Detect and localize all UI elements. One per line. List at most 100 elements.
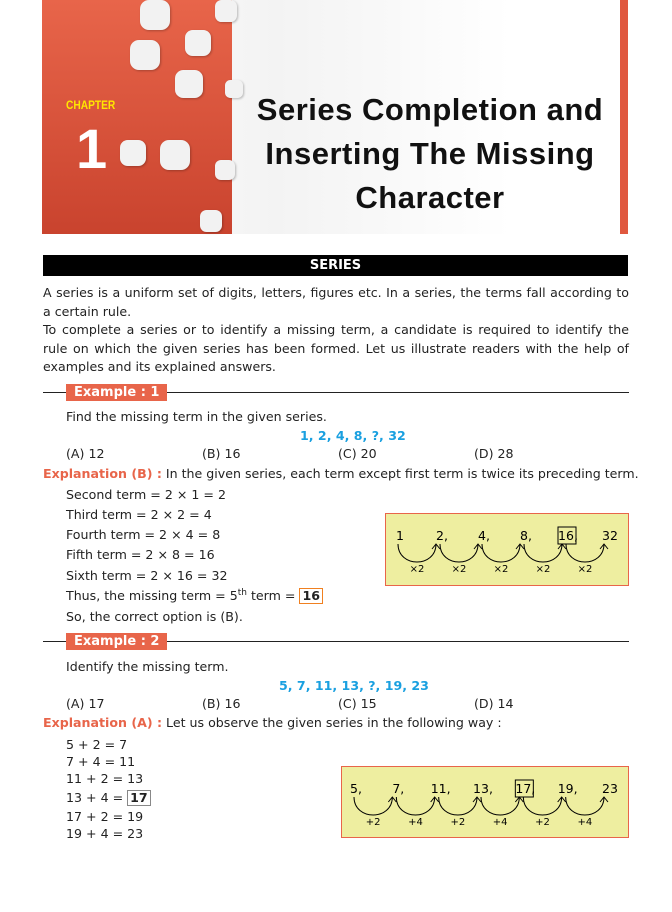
option-a: (A) 17 (66, 696, 105, 711)
option-d: (D) 28 (474, 446, 514, 461)
operation-label: +2 (366, 817, 381, 828)
arc-arrow (353, 796, 393, 816)
operation-label: ×2 (578, 564, 593, 575)
puzzle-piece (140, 0, 170, 30)
arc-arrow (565, 796, 605, 816)
title-line: Character (355, 180, 505, 215)
arrowhead-icon (473, 543, 483, 550)
explanation-text: In the given series, each term except fi… (161, 466, 639, 481)
paragraph: To complete a series or to identify a mi… (43, 322, 629, 374)
arrowhead-icon (599, 543, 609, 550)
arc-arrow (481, 543, 521, 563)
text: 13 + 4 = (66, 790, 128, 805)
series-term: 2, (436, 528, 448, 543)
option-d: (D) 14 (474, 696, 514, 711)
series-text: 1, 2, 4, 8, ?, 32 (300, 428, 406, 443)
option-b: (B) 16 (202, 696, 241, 711)
example-label: Example : 1 (66, 384, 168, 401)
explanation-label: Explanation (B) : (43, 466, 162, 481)
banner-red-stripe (620, 0, 628, 234)
step: 7 + 4 = 11 (66, 754, 136, 769)
text: Thus, the missing term = 5 (66, 588, 238, 604)
step: 17 + 2 = 19 (66, 809, 144, 824)
step: Fourth term = 2 × 4 = 8 (66, 527, 221, 542)
series-term: 7, (392, 781, 404, 796)
series-term: 32 (602, 528, 618, 543)
puzzle-piece (175, 70, 203, 98)
arrowhead-icon (430, 796, 440, 803)
series-term: 8, (520, 528, 532, 543)
operation-label: ×2 (494, 564, 509, 575)
chapter-number: 1 (76, 117, 108, 180)
explanation: Explanation (A) : Let us observe the giv… (43, 715, 502, 730)
step: 11 + 2 = 13 (66, 771, 144, 786)
series-term: 4, (478, 528, 490, 543)
operation-label: ×2 (536, 564, 551, 575)
series-term: 23 (602, 781, 618, 796)
superscript: th (237, 588, 247, 598)
puzzle-piece (185, 30, 211, 56)
example-2-header: Example : 2 (43, 633, 629, 650)
series-term: 11, (431, 781, 451, 796)
example-label: Example : 2 (66, 633, 168, 650)
puzzle-piece (225, 80, 243, 98)
arrowhead-icon (387, 796, 397, 803)
arc-arrow (480, 796, 520, 816)
answer-box: 16 (299, 588, 323, 605)
operation-label: ×2 (410, 564, 425, 575)
puzzle-piece (200, 210, 222, 232)
series-term: 13, (473, 781, 493, 796)
arc-arrow (565, 543, 605, 563)
text: term = (246, 588, 300, 604)
question: Find the missing term in the given serie… (66, 409, 327, 424)
puzzle-piece (130, 40, 160, 70)
operation-label: +4 (577, 817, 592, 828)
option-c: (C) 20 (338, 446, 377, 461)
puzzle-piece (215, 160, 235, 180)
step: Fifth term = 2 × 8 = 16 (66, 547, 215, 562)
step: 5 + 2 = 7 (66, 737, 128, 752)
divider (43, 641, 629, 642)
chapter-label: CHAPTER (66, 98, 116, 112)
puzzle-piece (120, 140, 146, 166)
series-diagram-1: 1 2, 4, 8, 16, 32 ×2 ×2 ×2 ×2 ×2 (385, 513, 629, 586)
arrowhead-icon (472, 796, 482, 803)
step: Second term = 2 × 1 = 2 (66, 487, 226, 502)
arrowhead-icon (515, 543, 525, 550)
explanation-text: Let us observe the given series in the f… (162, 715, 502, 730)
series-arc-diagram: 5, 7, 11, 13, 17, 19, 23 +2 +4 +2 +4 +2 +4 (350, 779, 618, 828)
title-line: Inserting The Missing (265, 136, 595, 171)
arc-arrow (439, 543, 479, 563)
arrowhead-icon (514, 796, 524, 803)
explanation-label: Explanation (A) : (43, 715, 163, 730)
title-line: Series Completion and (256, 92, 604, 127)
puzzle-piece (160, 140, 190, 170)
step: Third term = 2 × 2 = 4 (66, 507, 212, 522)
missing-term-box (514, 779, 534, 798)
option-c: (C) 15 (338, 696, 377, 711)
series-term: 16, (558, 528, 578, 543)
divider (43, 392, 629, 393)
paragraph: A series is a uniform set of digits, let… (43, 285, 629, 319)
operation-label: ×2 (452, 564, 467, 575)
explanation: Explanation (B) : In the given series, e… (43, 466, 639, 481)
puzzle-piece (215, 0, 237, 22)
arc-arrow (523, 543, 563, 563)
step: 13 + 4 = 17 (66, 790, 151, 806)
operation-label: +4 (493, 817, 508, 828)
step: 19 + 4 = 23 (66, 826, 144, 841)
chapter-title: Series Completion and Inserting The Miss… (240, 88, 620, 220)
series-text: 5, 7, 11, 13, ?, 19, 23 (279, 678, 429, 693)
operation-label: +2 (450, 817, 465, 828)
conclusion: So, the correct option is (B). (66, 609, 243, 624)
series-diagram-2: 5, 7, 11, 13, 17, 19, 23 +2 +4 +2 +4 +2 +4 (341, 766, 629, 838)
arc-arrow (438, 796, 478, 816)
example-1-header: Example : 1 (43, 384, 629, 401)
operation-label: +4 (408, 817, 423, 828)
arc-arrow (522, 796, 563, 816)
series-term: 17, (515, 781, 535, 796)
answer-box: 17 (127, 790, 151, 806)
arrowhead-icon (431, 543, 441, 550)
option-a: (A) 12 (66, 446, 105, 461)
